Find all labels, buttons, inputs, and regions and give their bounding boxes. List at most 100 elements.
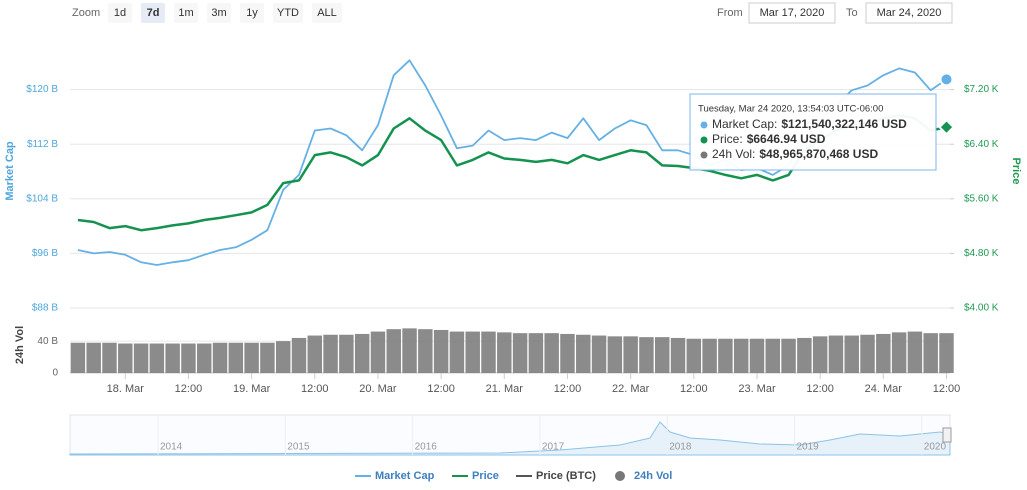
zoom-button[interactable] [174, 3, 198, 23]
zoom-button-label: ALL [317, 7, 337, 19]
to-label: To [846, 7, 858, 19]
volume-bar [781, 338, 796, 373]
volume-bar [876, 333, 891, 373]
volume-bar [860, 334, 875, 373]
y-tick-label: $120 B [26, 84, 58, 95]
navigator-year: 2019 [797, 442, 820, 453]
x-tick-label: 12:00 [427, 383, 455, 395]
to-input[interactable] [865, 2, 953, 24]
volume-bar [560, 333, 575, 373]
tooltip-value: $6646.94 USD [747, 132, 826, 146]
x-tick-label: 12:00 [175, 383, 203, 395]
zoom-button-label: 1d [114, 7, 126, 19]
volume-bar [275, 341, 291, 373]
tooltip-dot [700, 121, 708, 129]
zoom-button[interactable] [207, 3, 231, 23]
volume-bar [812, 336, 828, 373]
volume-bar [433, 329, 449, 373]
x-tick-label: 22. Mar [612, 383, 650, 395]
volume-bar [907, 331, 923, 373]
x-tick-label: 23. Mar [738, 383, 776, 395]
volume-bar [465, 331, 480, 373]
y2-tick-label: $4.00 K [964, 303, 999, 314]
volume-bar [939, 333, 954, 373]
navigator-handle[interactable] [942, 427, 952, 443]
legend-label[interactable]: Market Cap [375, 470, 435, 482]
zoom-button[interactable] [108, 3, 132, 23]
volume-bar [70, 342, 86, 373]
y-axis-title: Market Cap [4, 141, 16, 201]
y2-tick-label: $6.40 K [964, 139, 999, 150]
volume-bar [828, 335, 844, 373]
legend-symbol [615, 471, 625, 481]
volume-bar [402, 328, 417, 373]
volume-bar [260, 342, 275, 373]
zoom-button[interactable] [312, 3, 342, 23]
volume-bar [591, 335, 607, 373]
navigator-year: 2016 [415, 442, 438, 453]
volume-bar [370, 331, 386, 373]
legend-label[interactable]: Price [472, 470, 499, 482]
from-input[interactable] [748, 2, 836, 24]
volume-bar [891, 332, 907, 373]
volume-bar [386, 329, 401, 373]
volume-bar [449, 331, 465, 373]
tooltip-value: $121,540,322,146 USD [781, 117, 907, 131]
volume-bar [354, 333, 370, 373]
hover-marker [939, 72, 954, 87]
volume-bar [307, 335, 323, 373]
volume-bar [670, 337, 686, 373]
x-tick-label: 21. Mar [486, 383, 524, 395]
hover-marker [938, 118, 955, 136]
volume-bar [639, 337, 654, 373]
volume-bar [133, 343, 149, 373]
volume-bar [197, 343, 212, 373]
y2-tick-label: $4.80 K [964, 248, 999, 259]
zoom-button[interactable] [273, 3, 303, 23]
volume-bar [702, 338, 717, 373]
volume-bar [149, 343, 165, 373]
volume-bar [212, 342, 228, 373]
tooltip-label: 24h Vol: [712, 147, 755, 161]
volume-bar [844, 335, 859, 373]
volume-bar [165, 343, 180, 373]
volume-bar [481, 331, 496, 373]
y-tick-label: $112 B [27, 139, 58, 150]
volume-bar [181, 343, 196, 373]
navigator-year: 2018 [669, 442, 692, 453]
x-tick-label: 19. Mar [233, 383, 271, 395]
from-label: From [717, 7, 743, 19]
tooltip-title: Tuesday, Mar 24 2020, 13:54:03 UTC-06:00 [698, 104, 883, 115]
volume-bar [797, 337, 812, 373]
tooltip-value: $48,965,870,468 USD [759, 147, 878, 161]
y3-tick-label: 40 B [37, 336, 58, 347]
legend-label[interactable]: Price (BTC) [536, 470, 596, 482]
zoom-button[interactable] [141, 3, 165, 23]
zoom-button-label: 1m [178, 7, 193, 19]
zoom-button[interactable] [240, 3, 264, 23]
volume-bar [544, 333, 559, 373]
navigator-year: 2014 [160, 442, 183, 453]
navigator-year: 2017 [542, 442, 565, 453]
volume-bar [733, 338, 749, 373]
zoom-button-label: 1y [246, 7, 258, 19]
y3-tick-label: 0 [52, 368, 58, 379]
volume-bar [291, 337, 307, 373]
x-tick-label: 20. Mar [359, 383, 397, 395]
x-tick-label: 12:00 [301, 383, 329, 395]
tooltip-label: Price: [712, 132, 743, 146]
y-tick-label: $104 B [26, 193, 58, 204]
to-value: Mar 24, 2020 [877, 7, 942, 19]
volume-bar [576, 334, 591, 373]
x-tick-label: 12:00 [933, 383, 961, 395]
navigator-year: 2015 [287, 442, 310, 453]
volume-bar [654, 337, 670, 373]
zoom-button-label: 3m [211, 7, 226, 19]
volume-bar [497, 332, 512, 373]
legend-label[interactable]: 24h Vol [634, 470, 672, 482]
volume-bar [102, 342, 117, 373]
x-tick-label: 24. Mar [865, 383, 903, 395]
volume-bar [686, 338, 702, 373]
volume-bar [512, 333, 528, 373]
